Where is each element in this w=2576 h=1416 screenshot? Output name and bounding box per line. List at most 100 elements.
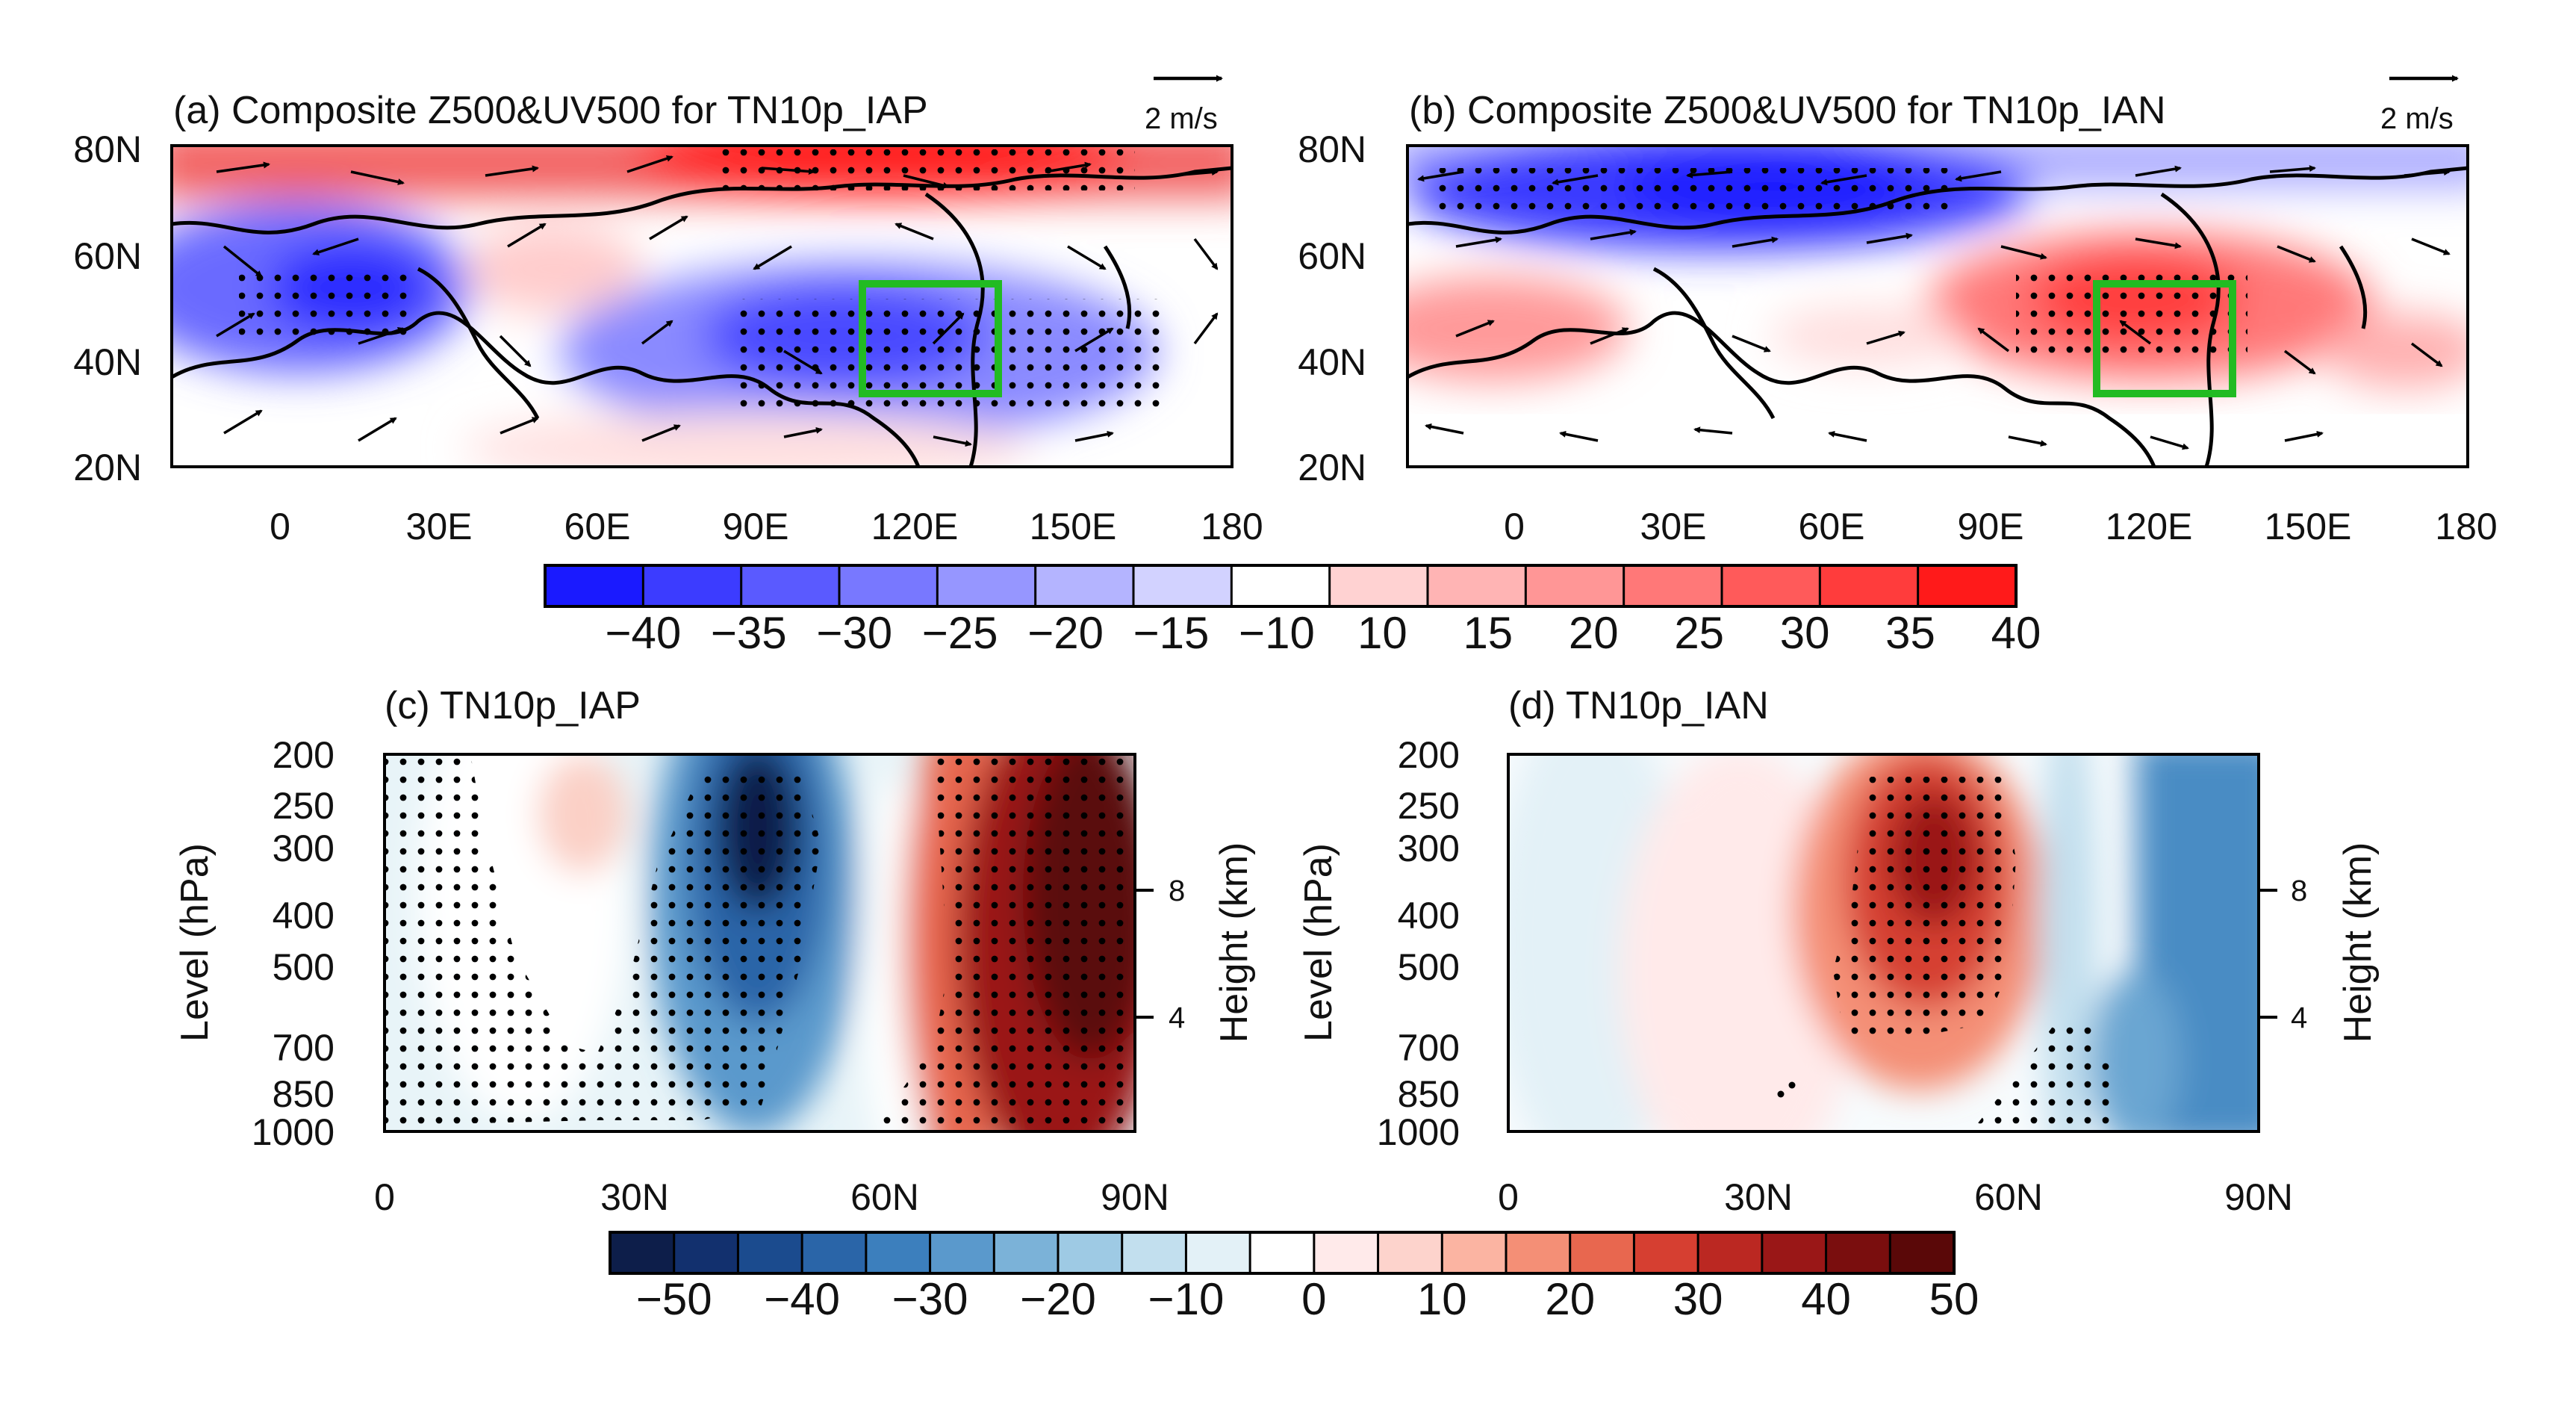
colorbar-bottom-cell-3 [800, 1231, 868, 1275]
panel-b-coastlines [1407, 166, 2468, 467]
panel-b-region-box [2093, 280, 2236, 397]
panel-b-xtick-1: 30E [1640, 506, 1707, 547]
panel-c-xtick-1: 30N [600, 1176, 669, 1218]
colorbar-bottom-cell-12 [1377, 1231, 1444, 1275]
colorbar-bottom-cell-10 [1248, 1231, 1316, 1275]
colorbar-top-label-3: −25 [922, 608, 998, 658]
panel-d-y2tick-4: 4 [2291, 1002, 2307, 1034]
colorbar-top-cell-0 [544, 564, 645, 608]
panel-b-xtick-3: 90E [1958, 506, 2024, 547]
colorbar-top-cell-9 [1426, 564, 1528, 608]
panel-a: (a) Composite Z500&UV500 for TN10p_IAP 2… [73, 75, 1263, 547]
panel-a-ytick-2: 40N [73, 341, 142, 383]
panel-b-vector-ref-label: 2 m/s [2380, 102, 2454, 135]
panel-b-ytick-2: 40N [1298, 341, 1366, 383]
colorbar-top-label-1: −35 [711, 608, 787, 658]
colorbar-top-cell-13 [1818, 564, 1920, 608]
colorbar-bottom-label-0: −50 [636, 1274, 712, 1324]
panel-a-frame [170, 144, 1233, 468]
panel-d-ytick-200: 200 [1398, 734, 1460, 776]
panel-b-title: (b) Composite Z500&UV500 for TN10p_IAN [1409, 89, 2166, 132]
panel-a-xtick-2: 60E [564, 506, 631, 547]
panel-d-xtick-2: 60N [1974, 1176, 2043, 1218]
panel-a-xtick-0: 0 [270, 506, 290, 547]
panel-c-xtick-0: 0 [374, 1176, 395, 1218]
colorbar-top-cell-12 [1720, 564, 1822, 608]
colorbar-top-cell-2 [740, 564, 841, 608]
panel-d-ytick-250: 250 [1398, 785, 1460, 827]
panel-d-x-ticks: 0 30N 60N 90N [1498, 1176, 2293, 1218]
colorbar-bottom: −50 −40 −30 −20 −10 0 10 20 30 40 50 [609, 1231, 1979, 1324]
panel-c-ytick-400: 400 [273, 895, 335, 937]
colorbar-bottom-cell-8 [1121, 1231, 1188, 1275]
panel-b-xtick-0: 0 [1504, 506, 1525, 547]
panel-d-ytick-300: 300 [1398, 827, 1460, 869]
panel-d-xtick-0: 0 [1498, 1176, 1519, 1218]
colorbar-top-label-2: −30 [816, 608, 892, 658]
colorbar-top: −40 −35 −30 −25 −20 −15 −10 10 15 20 25 30 35 40 [544, 564, 2041, 658]
colorbar-bottom-label-3: −20 [1020, 1274, 1096, 1324]
panel-c-ytick-850: 850 [273, 1073, 335, 1115]
panel-a-region-box [859, 280, 1002, 397]
colorbar-bottom-cell-16 [1632, 1231, 1700, 1275]
colorbar-top-label-10: 25 [1674, 608, 1724, 658]
panel-c-stippling [385, 754, 1135, 1131]
colorbar-bottom-label-2: −30 [892, 1274, 968, 1324]
colorbar-bottom-cell-9 [1184, 1231, 1252, 1275]
colorbar-bottom-cell-11 [1313, 1231, 1380, 1275]
colorbar-bottom-cell-19 [1825, 1231, 1892, 1275]
panel-b-wind-vectors [1417, 165, 2451, 450]
colorbar-top-cell-3 [838, 564, 939, 608]
colorbar-bottom-cell-15 [1569, 1231, 1636, 1275]
colorbar-bottom-cell-0 [609, 1231, 676, 1275]
colorbar-top-cell-1 [641, 564, 743, 608]
panel-d-ytick-500: 500 [1398, 946, 1460, 988]
panel-c-y2tick-4: 4 [1169, 1002, 1185, 1034]
colorbar-bottom-cell-6 [992, 1231, 1060, 1275]
panel-a-coastlines [172, 166, 1232, 467]
panel-c-ytick-1000: 1000 [252, 1111, 335, 1153]
colorbar-bottom-cell-13 [1440, 1231, 1508, 1275]
colorbar-top-cell-5 [1034, 564, 1136, 608]
colorbar-top-label-8: 15 [1463, 608, 1513, 658]
panel-c-xtick-3: 90N [1101, 1176, 1169, 1218]
panel-c-frame [383, 753, 1136, 1133]
panel-c-y-ticks: 200 250 300 400 500 700 850 1000 [252, 734, 335, 1153]
colorbar-bottom-cell-18 [1761, 1231, 1828, 1275]
panel-b-xtick-2: 60E [1799, 506, 1865, 547]
panel-c-xtick-2: 60N [850, 1176, 919, 1218]
panel-a-xtick-5: 150E [1030, 506, 1117, 547]
panel-d-ylabel: Level (hPa) [1297, 843, 1340, 1042]
panel-a-ytick-1: 60N [73, 235, 142, 277]
colorbar-top-cell-10 [1524, 564, 1625, 608]
colorbar-top-label-9: 20 [1569, 608, 1619, 658]
panel-d-y-ticks: 200 250 300 400 500 700 850 1000 [1377, 734, 1460, 1153]
panel-c-ylabel: Level (hPa) [173, 843, 217, 1042]
panel-d-y2tick-8: 8 [2291, 875, 2307, 907]
colorbar-bottom-cells [609, 1231, 1956, 1275]
colorbar-top-label-11: 30 [1780, 608, 1830, 658]
panel-a-xtick-6: 180 [1201, 506, 1263, 547]
panel-b-ytick-0: 80N [1298, 128, 1366, 170]
colorbar-bottom-cell-17 [1696, 1231, 1764, 1275]
panel-b-ytick-1: 60N [1298, 235, 1366, 277]
colorbar-top-cell-14 [1917, 564, 2018, 608]
panel-c-title: (c) TN10p_IAP [385, 684, 641, 727]
panel-c-y2tick-8: 8 [1169, 875, 1185, 907]
panel-a-vector-ref-label: 2 m/s [1145, 102, 1218, 135]
colorbar-top-label-12: 35 [1885, 608, 1935, 658]
panel-d: (d) TN10p_IAN Level (hPa) Height ( [1297, 684, 2380, 1218]
panel-c-ytick-700: 700 [273, 1027, 335, 1069]
colorbar-bottom-label-7: 20 [1545, 1274, 1595, 1324]
panel-c-y2label: Height (km) [1213, 842, 1256, 1043]
colorbar-bottom-label-9: 40 [1801, 1274, 1851, 1324]
colorbar-bottom-label-6: 10 [1417, 1274, 1467, 1324]
colorbar-bottom-cell-20 [1888, 1231, 1956, 1275]
panel-b-frame [1406, 144, 2469, 468]
colorbar-bottom-label-10: 50 [1929, 1274, 1979, 1324]
panel-b-xtick-4: 120E [2106, 506, 2193, 547]
panel-b: (b) Composite Z500&UV500 for TN10p_IAN 2… [1298, 75, 2498, 547]
colorbar-bottom-frame [609, 1231, 1956, 1275]
colorbar-top-cell-4 [936, 564, 1037, 608]
